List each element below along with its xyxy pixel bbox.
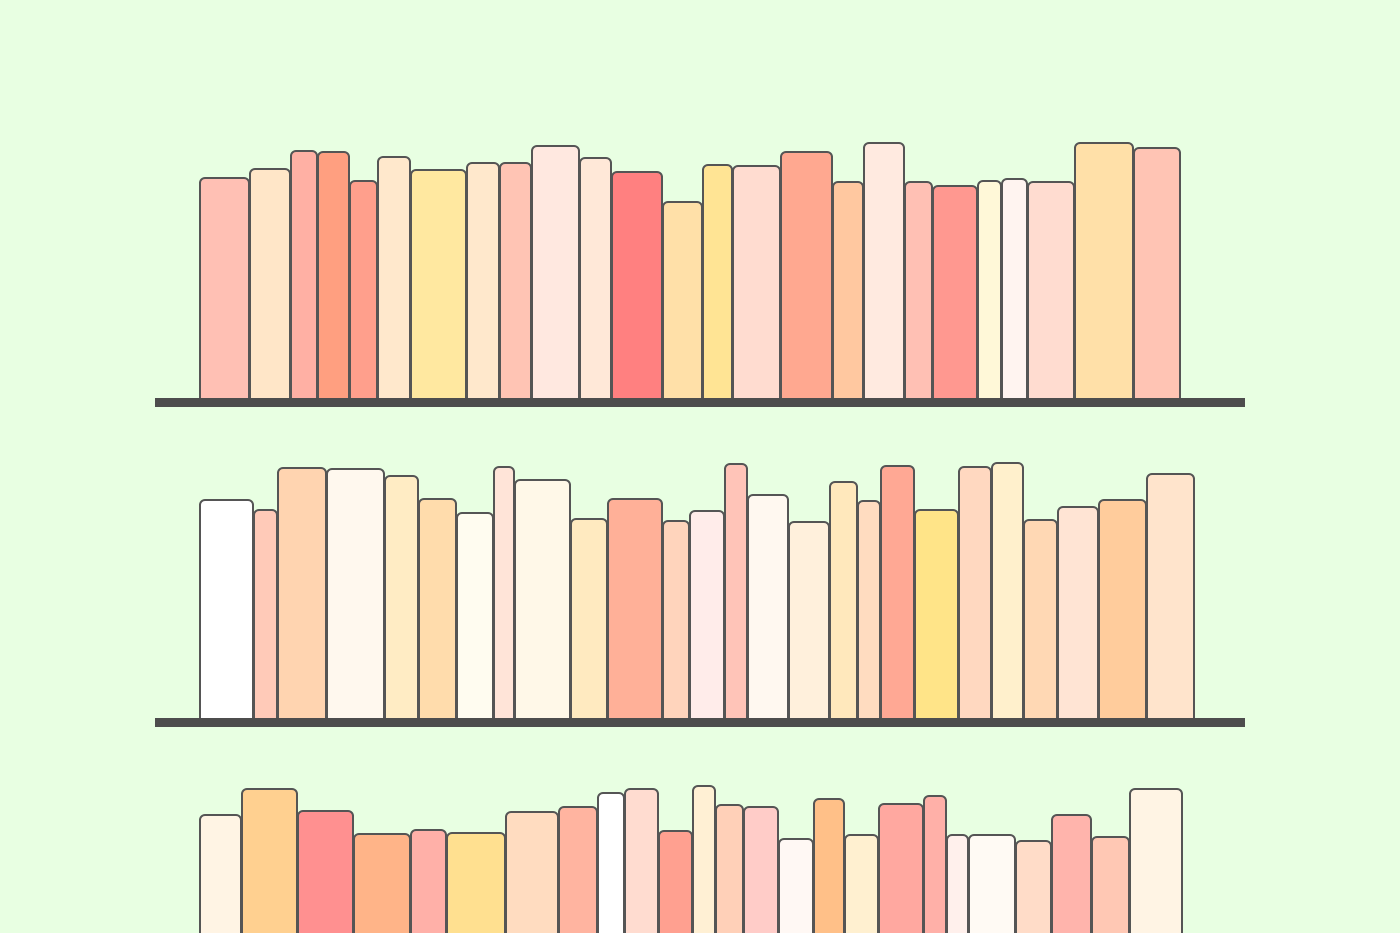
book xyxy=(743,806,779,933)
book xyxy=(326,468,385,725)
book xyxy=(880,465,915,725)
book xyxy=(297,810,354,933)
book xyxy=(493,466,515,725)
book xyxy=(505,811,559,933)
book xyxy=(863,142,905,405)
book xyxy=(277,467,327,725)
book xyxy=(410,169,467,405)
book xyxy=(558,806,598,933)
book xyxy=(418,498,457,725)
book xyxy=(1057,506,1099,725)
book xyxy=(241,788,298,933)
book xyxy=(692,785,716,933)
book xyxy=(624,788,659,933)
book xyxy=(377,156,411,405)
book xyxy=(747,494,789,725)
book xyxy=(1098,499,1147,725)
book xyxy=(904,181,933,405)
book xyxy=(1051,814,1092,933)
book xyxy=(607,498,663,725)
book xyxy=(456,512,494,725)
book xyxy=(199,814,242,933)
book xyxy=(857,500,881,725)
book xyxy=(353,833,411,933)
book xyxy=(1015,840,1052,933)
book xyxy=(1091,836,1130,933)
book xyxy=(597,792,625,933)
book xyxy=(1023,519,1058,725)
book xyxy=(611,171,663,405)
book xyxy=(579,157,612,405)
book xyxy=(514,479,571,725)
book xyxy=(780,151,833,405)
shelf xyxy=(155,718,1245,727)
shelf xyxy=(155,398,1245,407)
book xyxy=(724,463,748,725)
book xyxy=(384,475,419,725)
book xyxy=(253,509,278,725)
book xyxy=(199,499,254,725)
book xyxy=(349,180,378,405)
book xyxy=(832,181,864,405)
book xyxy=(531,145,580,405)
book xyxy=(977,180,1002,405)
book xyxy=(466,162,500,405)
book xyxy=(446,832,506,933)
book xyxy=(788,521,830,725)
book xyxy=(689,510,725,725)
book xyxy=(1074,142,1134,405)
book xyxy=(844,834,879,933)
book xyxy=(932,185,978,405)
book xyxy=(1129,788,1183,933)
book xyxy=(249,168,291,405)
book xyxy=(732,165,781,405)
book xyxy=(662,201,703,405)
book xyxy=(958,466,992,725)
book xyxy=(499,162,532,405)
book xyxy=(878,803,924,933)
book xyxy=(199,177,250,405)
book xyxy=(658,830,693,933)
book xyxy=(1146,473,1195,725)
book xyxy=(1001,178,1028,405)
book xyxy=(923,795,947,933)
book xyxy=(410,829,447,933)
book xyxy=(290,150,318,405)
book xyxy=(1027,181,1075,405)
book xyxy=(914,509,959,725)
book xyxy=(829,481,858,725)
book xyxy=(570,518,608,725)
book xyxy=(662,520,690,725)
book xyxy=(702,164,733,405)
book xyxy=(946,834,969,933)
book xyxy=(991,462,1024,725)
book xyxy=(813,798,845,933)
book xyxy=(778,838,814,933)
book xyxy=(715,804,744,933)
book xyxy=(1133,147,1181,405)
book xyxy=(968,834,1016,933)
book xyxy=(317,151,350,405)
